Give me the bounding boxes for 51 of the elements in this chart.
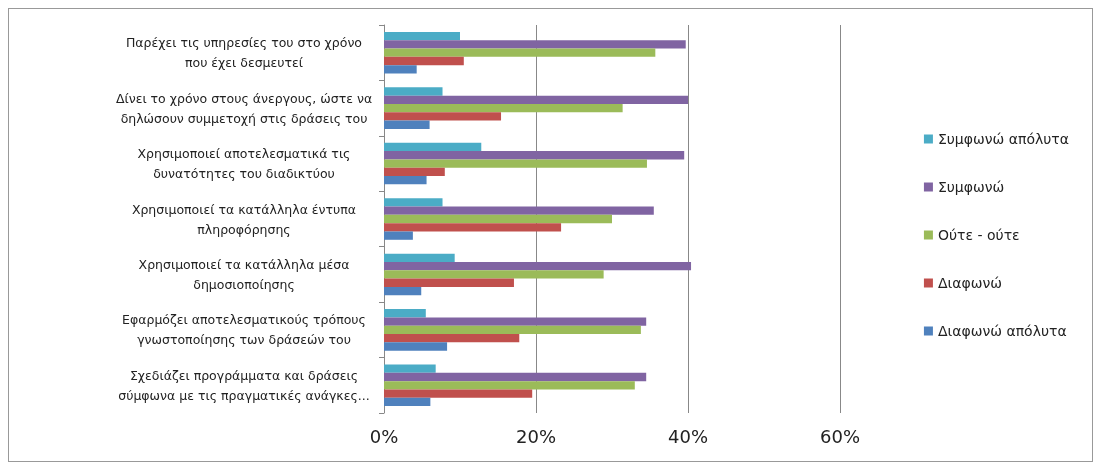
- bar: [384, 270, 604, 279]
- y-tick-label: Χρησιμοποιεί αποτελεσματικά τις δυνατότητες του διαδικτύου: [137, 146, 351, 182]
- x-tick-label: 0%: [369, 425, 399, 447]
- bar: [384, 397, 431, 407]
- legend-label: Διαφωνώ: [937, 275, 1002, 291]
- bar: [384, 206, 654, 215]
- bar: [384, 309, 426, 318]
- bar: [384, 214, 612, 224]
- bar: [384, 253, 455, 262]
- bar: [384, 167, 445, 177]
- bar: [384, 198, 443, 207]
- bar: [384, 372, 647, 382]
- bar: [384, 159, 647, 168]
- bar: [384, 112, 502, 121]
- bar: [384, 120, 430, 129]
- y-tick-label: Χρησιμοποιεί τα κατάλληλα έντυπα πληροφόρησης: [131, 201, 357, 237]
- bar: [384, 325, 641, 335]
- bar: [384, 151, 685, 160]
- bar: [384, 334, 520, 343]
- bar: [384, 142, 482, 152]
- legend-label: Ούτε - ούτε: [937, 227, 1020, 243]
- bar: [384, 48, 656, 57]
- bar: [384, 381, 635, 390]
- bar: [384, 389, 533, 398]
- legend-label: Διαφωνώ απόλυτα: [937, 323, 1067, 339]
- bar: [384, 31, 460, 41]
- legend-label: Συμφωνώ: [937, 179, 1005, 195]
- bar: [384, 342, 448, 351]
- bar: [384, 223, 562, 232]
- y-tick-label: Παρέχει τις υπηρεσίες του στο χρόνο που έχει δεσμευτεί: [125, 35, 363, 71]
- y-tick-label: Εφαρμόζει αποτελεσματικούς τρόπους γνωστοποίησης των δράσεών του: [122, 312, 366, 348]
- bar: [384, 56, 464, 66]
- legend-label: Συμφωνώ απόλυτα: [937, 131, 1070, 147]
- y-tick-label: Σχεδιάζει προγράμματα και δράσεις σύμφωνα με τις πραγματικές ανάγκες...: [118, 367, 370, 403]
- bar: [384, 278, 514, 287]
- bar: [384, 40, 686, 49]
- bar: [384, 65, 417, 74]
- bar: [384, 95, 688, 104]
- bar: [384, 364, 436, 373]
- y-tick-label: Δίνει το χρόνο στους άνεργους, ώστε να δηλώσουν συμμετοχή στις δράσεις του: [115, 90, 373, 126]
- x-tick-label: 60%: [819, 425, 861, 447]
- bar: [384, 231, 413, 240]
- x-tick-label: 20%: [515, 425, 557, 447]
- y-tick-label: Χρησιμοποιεί τα κατάλληλα μέσα δημοσιοποίησης: [138, 256, 350, 292]
- x-tick-label: 40%: [667, 425, 709, 447]
- bar: [384, 317, 647, 326]
- bar: [384, 176, 427, 185]
- bar: [384, 261, 692, 271]
- bar: [384, 87, 443, 96]
- bar: [384, 103, 623, 113]
- bar: [384, 286, 422, 296]
